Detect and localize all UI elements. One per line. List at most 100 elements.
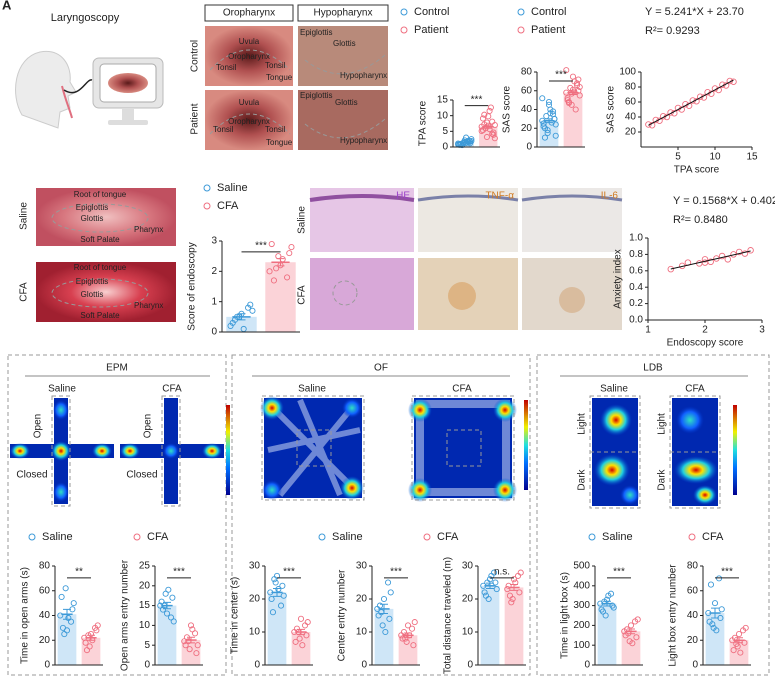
y-tick-label: 0 — [692, 660, 698, 671]
epm-heatmaps: Saline CFA Open Closed Open Closed — [10, 384, 230, 507]
legend-label: CFA — [217, 200, 239, 212]
data-point — [483, 133, 490, 141]
anatomy-label: Tonsil — [213, 125, 234, 134]
data-point — [545, 98, 553, 106]
anatomy-label: Glottis — [81, 214, 104, 223]
fit-line — [648, 79, 734, 126]
data-point — [169, 594, 176, 601]
illustration-title: Laryngoscopy — [51, 12, 120, 24]
y-tick-label: 10 — [462, 627, 474, 638]
x-tick-label: 1 — [645, 325, 651, 336]
y-axis-label: SAS score — [606, 85, 617, 133]
data-point — [82, 639, 89, 646]
data-point — [517, 569, 524, 576]
data-point — [386, 615, 393, 622]
legend-marker — [133, 533, 141, 541]
bar — [291, 632, 311, 665]
section-title: LDB — [643, 363, 663, 374]
data-point — [194, 642, 201, 649]
equation: Y = 5.241*X + 23.70 — [645, 6, 744, 18]
y-tick-label: 20 — [39, 635, 51, 646]
legend-marker — [318, 533, 326, 541]
y-axis-label: Score of endoscopy — [187, 242, 198, 330]
y-tick-label: 25 — [139, 561, 151, 572]
data-point — [479, 115, 487, 122]
y-tick-label: 20 — [625, 127, 637, 138]
data-point — [159, 606, 167, 613]
y-axis-label: Anxiety index — [613, 249, 624, 308]
y-tick-label: 0 — [44, 660, 50, 671]
data-point — [544, 127, 551, 134]
y-tick-label: 40 — [521, 104, 533, 115]
data-point — [271, 576, 278, 583]
of-heatmaps: Saline CFA — [260, 384, 528, 502]
data-point — [599, 608, 607, 615]
data-point — [292, 638, 299, 645]
section-title: OF — [374, 363, 388, 374]
anatomy-label: Hypopharynx — [340, 136, 387, 145]
y-tick-label: 5 — [442, 126, 448, 137]
laryngoscopy-illustration — [15, 50, 164, 129]
colorbar — [226, 405, 230, 495]
data-point — [735, 248, 743, 256]
anatomy-label: Hypopharynx — [340, 71, 387, 80]
y-tick-label: 500 — [573, 561, 590, 572]
y-axis-label: Open arms entry number — [120, 559, 131, 671]
y-tick-label: 60 — [39, 585, 51, 596]
data-point — [486, 107, 493, 115]
bar — [539, 120, 559, 147]
error-bar — [627, 628, 635, 635]
legend-label: Control — [414, 6, 449, 18]
data-point — [730, 78, 737, 85]
legend-marker — [517, 26, 525, 34]
anatomy-label: Uvula — [239, 98, 260, 107]
data-point — [279, 582, 286, 589]
data-point — [701, 256, 709, 263]
data-point — [737, 649, 744, 656]
group-label: Saline — [600, 384, 628, 395]
y-tick-label: 20 — [462, 594, 474, 605]
anatomy-label: Tongue — [266, 73, 293, 82]
ldb-heatmaps: Saline CFA Light Dark Light Dark — [577, 384, 737, 509]
data-point — [718, 252, 726, 260]
data-point — [506, 592, 514, 599]
y-tick-label: 80 — [687, 561, 699, 572]
arm-label: Open — [33, 414, 44, 438]
y-tick-label: 0 — [254, 660, 260, 671]
y-tick-label: 300 — [573, 600, 590, 611]
anatomy-label: Tonsil — [265, 61, 286, 70]
x-axis-label: TPA score — [674, 165, 720, 176]
y-tick-label: 1 — [211, 296, 217, 307]
data-point — [379, 622, 386, 629]
data-point — [544, 129, 551, 136]
data-point — [293, 625, 301, 632]
y-axis-label: Center entry number — [337, 569, 348, 661]
y-tick-label: 60 — [625, 97, 637, 108]
data-point — [299, 642, 306, 649]
photo — [310, 258, 414, 330]
anatomy-label: Epiglottis — [76, 277, 108, 286]
y-tick-label: 80 — [39, 561, 51, 572]
data-point — [487, 104, 494, 111]
data-point — [273, 265, 280, 272]
arm-label: Closed — [126, 470, 157, 481]
legend-marker — [203, 184, 211, 192]
error-bar — [603, 600, 611, 607]
legend-marker — [688, 533, 696, 541]
data-point — [58, 593, 65, 600]
arm-label: Open — [143, 414, 154, 438]
data-point — [490, 131, 497, 138]
bar — [563, 92, 583, 147]
error-bar — [273, 587, 281, 597]
data-point — [59, 624, 67, 631]
y-tick-label: 20 — [687, 635, 699, 646]
y-tick-label: 40 — [625, 112, 637, 123]
y-tick-label: 0 — [442, 142, 448, 153]
anatomy-label: Epiglottis — [76, 203, 108, 212]
data-point — [288, 244, 295, 251]
y-tick-label: 60 — [687, 585, 699, 596]
y-tick-label: 0 — [467, 660, 473, 671]
stain-label: IL-6 — [601, 191, 619, 202]
y-tick-label: 40 — [687, 610, 699, 621]
